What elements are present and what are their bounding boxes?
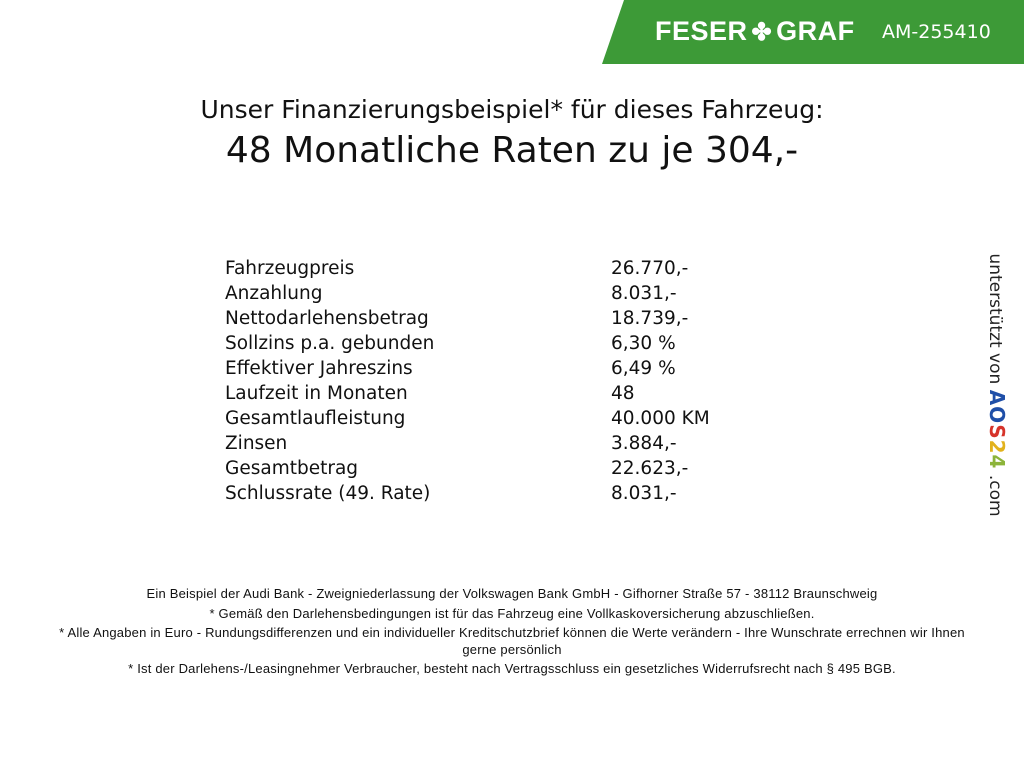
finance-table: Fahrzeugpreis 26.770,- Anzahlung 8.031,- N… [225,258,825,508]
table-row: Gesamtlaufleistung 40.000 KM [225,408,825,433]
row-value: 6,49 % [611,358,676,379]
title-line1: Unser Finanzierungsbeispiel* für dieses … [200,95,824,124]
table-row: Gesamtbetrag 22.623,- [225,458,825,483]
row-value: 48 [611,383,635,404]
logo-letter: S [985,424,1009,440]
logo-letter: O [985,406,1009,425]
row-label: Sollzins p.a. gebunden [225,333,435,354]
footer-note: * Alle Angaben in Euro - Rundungsdiffere… [59,625,965,657]
row-value: 8.031,- [611,483,677,504]
header-banner [602,0,1024,64]
row-label: Effektiver Jahreszins [225,358,413,379]
supported-by: unterstützt von AOS24 .com [985,253,1009,516]
brand-logo: FESER ✤ GRAF [655,16,855,47]
table-row: Schlussrate (49. Rate) 8.031,- [225,483,825,508]
table-row: Laufzeit in Monaten 48 [225,383,825,408]
row-value: 3.884,- [611,433,677,454]
footer-notes: Ein Beispiel der Audi Bank - Zweignieder… [50,586,974,681]
table-row: Anzahlung 8.031,- [225,283,825,308]
table-row: Nettodarlehensbetrag 18.739,- [225,308,825,333]
row-value: 26.770,- [611,258,689,279]
logo-suffix: .com [985,474,1005,517]
logo-letter: 2 [985,439,1009,455]
row-label: Anzahlung [225,283,323,304]
row-label: Laufzeit in Monaten [225,383,408,404]
row-label: Gesamtlaufleistung [225,408,406,429]
row-label: Nettodarlehensbetrag [225,308,429,329]
row-value: 8.031,- [611,283,677,304]
row-label: Schlussrate (49. Rate) [225,483,431,504]
footer-note: * Ist der Darlehens-/Leasingnehmer Verbr… [128,661,896,676]
brand-right: GRAF [776,16,855,46]
table-row: Effektiver Jahreszins 6,49 % [225,358,825,383]
brand-left: FESER [655,16,748,46]
title-line2: 48 Monatliche Raten zu je 304,- [225,130,799,171]
table-row: Sollzins p.a. gebunden 6,30 % [225,333,825,358]
vehicle-code: AM-255410 [882,21,991,43]
table-row: Fahrzeugpreis 26.770,- [225,258,825,283]
row-label: Fahrzeugpreis [225,258,355,279]
row-value: 40.000 KM [611,408,710,429]
clover-icon: ✤ [751,19,773,46]
table-row: Zinsen 3.884,- [225,433,825,458]
row-value: 18.739,- [611,308,689,329]
row-value: 22.623,- [611,458,689,479]
row-value: 6,30 % [611,333,676,354]
logo-letter: 4 [985,454,1009,470]
footer-note: * Gemäß den Darlehensbedingungen ist für… [209,605,815,621]
row-label: Zinsen [225,433,288,454]
aos24-logo: AOS24 [985,390,1009,470]
logo-letter: A [985,389,1009,407]
supported-by-text: unterstützt von [985,253,1005,385]
footer-note: Ein Beispiel der Audi Bank - Zweignieder… [146,586,878,601]
row-label: Gesamtbetrag [225,458,359,479]
